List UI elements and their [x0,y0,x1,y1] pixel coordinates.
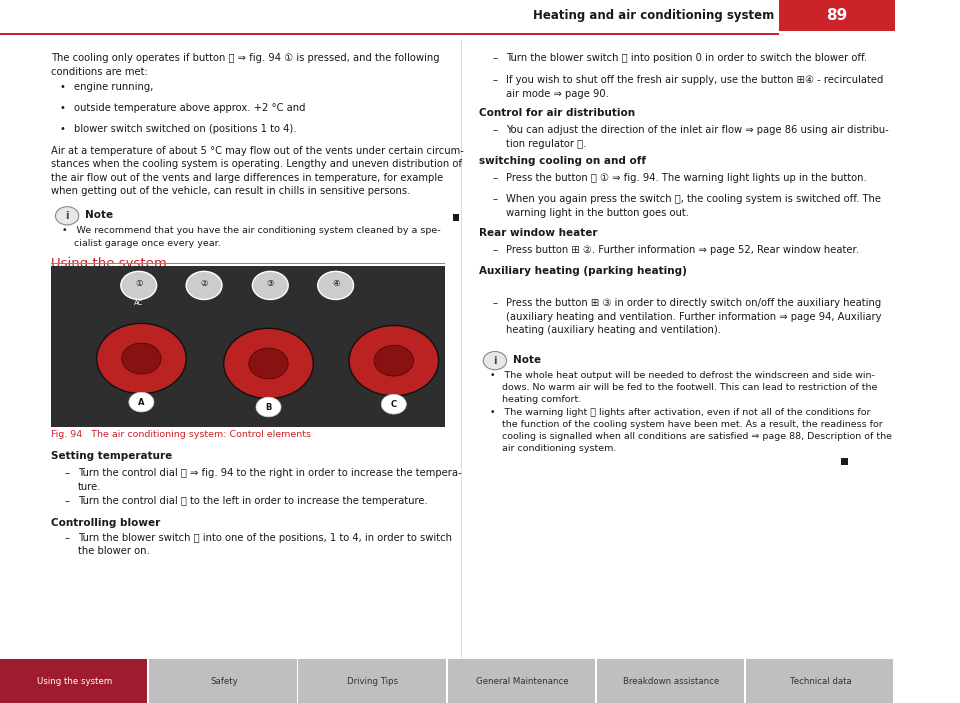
Text: i: i [65,211,69,221]
Text: –: – [492,125,497,135]
Bar [746,659,893,703]
Text: Turn the blower switch Ⓑ into one of the positions, 1 to 4, in order to switch
t: Turn the blower switch Ⓑ into one of the… [78,533,452,557]
Text: –: – [492,53,497,63]
Bar [447,659,595,703]
Text: –: – [492,75,497,85]
Text: Turn the blower switch Ⓑ into position 0 in order to switch the blower off.: Turn the blower switch Ⓑ into position 0… [506,53,867,63]
Text: •: • [60,82,66,91]
Text: General Maintenance: General Maintenance [476,677,568,685]
Text: –: – [492,173,497,183]
Text: Press the button ⊞ ③ in order to directly switch on/off the auxiliary heating
(a: Press the button ⊞ ③ in order to directl… [506,298,881,335]
Circle shape [97,323,186,394]
Circle shape [318,271,353,299]
Text: Press button ⊞ ②. Further information ⇒ page 52, Rear window heater.: Press button ⊞ ②. Further information ⇒ … [506,245,858,255]
Text: •   We recommend that you have the air conditioning system cleaned by a spe-
   : • We recommend that you have the air con… [61,226,441,247]
Text: ①: ① [135,279,142,288]
Circle shape [256,397,281,417]
Text: Using the system: Using the system [51,257,167,270]
Bar [841,458,848,465]
Text: •   The whole heat output will be needed to defrost the windscreen and side win-: • The whole heat output will be needed t… [490,371,892,453]
Text: •: • [60,124,66,134]
Circle shape [483,352,507,370]
Circle shape [121,271,156,299]
Text: ③: ③ [267,279,274,288]
Circle shape [374,345,414,376]
Text: Setting temperature: Setting temperature [51,451,172,461]
Text: Control for air distribution: Control for air distribution [479,108,635,117]
Text: Note: Note [513,355,541,365]
Text: Technical data: Technical data [789,677,852,685]
Text: Controlling blower: Controlling blower [51,518,160,528]
Bar [51,263,444,264]
Text: Fig. 94   The air conditioning system: Control elements: Fig. 94 The air conditioning system: Con… [51,430,311,439]
Circle shape [186,271,222,299]
Circle shape [129,392,154,412]
Text: Turn the control dial Ⓐ ⇒ fig. 94 to the right in order to increase the tempera-: Turn the control dial Ⓐ ⇒ fig. 94 to the… [78,468,462,492]
Text: –: – [492,245,497,255]
Text: Note: Note [85,210,113,220]
Text: –: – [492,194,497,204]
Text: outside temperature above approx. +2 °C and: outside temperature above approx. +2 °C … [74,103,306,112]
Text: Breakdown assistance: Breakdown assistance [623,677,719,685]
Circle shape [56,207,79,225]
Text: AC: AC [134,300,143,306]
Bar [453,214,459,221]
Text: –: – [64,468,69,478]
Circle shape [249,348,288,379]
Text: engine running,: engine running, [74,82,154,91]
Text: ②: ② [201,279,207,288]
Bar [779,0,895,31]
Text: Auxiliary heating (parking heating): Auxiliary heating (parking heating) [479,266,686,276]
Text: carmanualsonline.info: carmanualsonline.info [753,681,868,690]
Bar [597,659,744,703]
Text: –: – [64,533,69,543]
Text: blower switch switched on (positions 1 to 4).: blower switch switched on (positions 1 t… [74,124,297,134]
Text: Turn the control dial Ⓐ to the left in order to increase the temperature.: Turn the control dial Ⓐ to the left in o… [78,496,427,506]
Text: switching cooling on and off: switching cooling on and off [479,156,646,166]
Text: –: – [64,496,69,506]
Text: –: – [492,298,497,308]
Text: 89: 89 [827,8,848,23]
Text: Driving Tips: Driving Tips [348,677,398,685]
Circle shape [224,328,313,399]
Text: i: i [493,356,496,366]
Text: Using the system: Using the system [37,677,112,685]
Text: Press the button Ⓐ ① ⇒ fig. 94. The warning light lights up in the button.: Press the button Ⓐ ① ⇒ fig. 94. The warn… [506,173,867,183]
Text: A: A [138,398,145,406]
Circle shape [381,394,406,414]
Text: •: • [60,103,66,112]
Text: Rear window heater: Rear window heater [479,228,597,238]
Text: The cooling only operates if button Ⓐ ⇒ fig. 94 ① is pressed, and the following
: The cooling only operates if button Ⓐ ⇒ … [51,53,440,77]
Bar [0,33,779,35]
Circle shape [349,325,439,396]
Text: ④: ④ [332,279,340,288]
Text: Safety: Safety [210,677,238,685]
Text: If you wish to shut off the fresh air supply, use the button ⊞④ - recirculated
a: If you wish to shut off the fresh air su… [506,75,883,99]
Bar [51,266,444,427]
Text: B: B [265,403,272,411]
Bar [149,659,297,703]
Circle shape [252,271,288,299]
Text: C: C [391,400,396,408]
Text: Heating and air conditioning system: Heating and air conditioning system [533,9,774,22]
Text: When you again press the switch Ⓐ, the cooling system is switched off. The
warni: When you again press the switch Ⓐ, the c… [506,194,880,218]
Text: Air at a temperature of about 5 °C may flow out of the vents under certain circu: Air at a temperature of about 5 °C may f… [51,146,464,196]
Bar [0,659,148,703]
Circle shape [122,343,161,374]
Bar [299,659,445,703]
Text: You can adjust the direction of the inlet air flow ⇒ page 86 using air distribu-: You can adjust the direction of the inle… [506,125,888,149]
